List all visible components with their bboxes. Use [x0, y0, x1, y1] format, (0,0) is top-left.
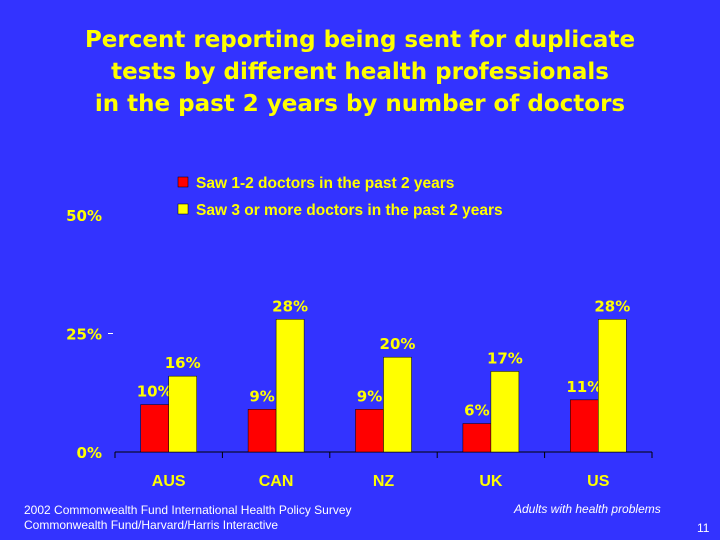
title-line-3: in the past 2 years by number of doctors — [94, 91, 626, 117]
bar-saw-3-plus — [490, 371, 520, 453]
bar-saw-3-plus — [383, 356, 412, 453]
legend-swatch-saw-3-plus — [177, 203, 189, 215]
bar-saw-1-2 — [355, 409, 384, 453]
data-label: 17% — [487, 349, 523, 367]
data-label: 11% — [566, 378, 602, 396]
y-tick-label: 25% — [66, 326, 102, 344]
source-citation: 2002 Commonwealth Fund International Hea… — [24, 503, 352, 533]
x-tick-label: US — [587, 473, 610, 490]
bar-saw-3-plus — [598, 319, 627, 453]
legend-label-saw-1-2: Saw 1-2 doctors in the past 2 years — [196, 175, 454, 192]
title-line-1: Percent reporting being sent for duplica… — [84, 27, 636, 53]
bar-saw-3-plus — [275, 319, 305, 453]
source-line-2: Commonwealth Fund/Harvard/Harris Interac… — [24, 518, 279, 532]
data-label: 28% — [594, 297, 630, 315]
y-tick-label: 0% — [77, 444, 102, 462]
x-tick-label: CAN — [259, 473, 294, 490]
data-label: 20% — [380, 335, 416, 353]
y-tick-label: 50% — [66, 207, 102, 225]
bar-saw-1-2 — [570, 399, 599, 453]
x-tick-label: AUS — [152, 473, 186, 490]
data-label: 28% — [272, 297, 308, 315]
data-label: 9% — [249, 387, 274, 405]
data-label: 9% — [357, 387, 382, 405]
bar-saw-3-plus — [168, 375, 197, 453]
title-line-2: tests by different health professionals — [111, 59, 609, 85]
x-tick-label: UK — [479, 473, 503, 490]
bar-saw-1-2 — [462, 423, 492, 453]
source-line-1: 2002 Commonwealth Fund International Hea… — [24, 503, 352, 517]
population-note: Adults with health problems — [514, 502, 661, 516]
chart-title: Percent reporting being sent for duplica… — [0, 24, 720, 120]
data-label: 6% — [464, 402, 489, 420]
data-label: 10% — [137, 383, 173, 401]
bar-saw-1-2 — [140, 404, 169, 453]
bar-saw-1-2 — [247, 409, 277, 453]
page-number: 11 — [697, 521, 710, 535]
data-label: 16% — [165, 354, 201, 372]
legend-swatch-saw-1-2 — [177, 176, 189, 188]
x-tick-label: NZ — [373, 473, 395, 490]
legend-label-saw-3-plus: Saw 3 or more doctors in the past 2 year… — [196, 202, 503, 219]
